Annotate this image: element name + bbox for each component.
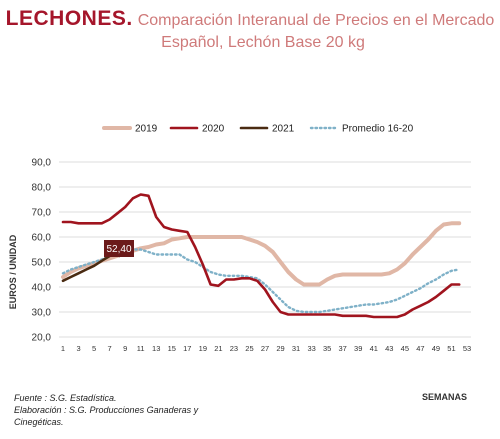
x-tick-label: 17 [183, 344, 191, 353]
x-tick-label: 1 [61, 344, 65, 353]
title-line-2: Español, Lechón Base 20 kg [161, 34, 365, 51]
legend-item-promedio-16-20: Promedio 16-20 [309, 124, 414, 135]
x-tick-label: 53 [463, 344, 471, 353]
legend-label: Promedio 16-20 [342, 124, 414, 135]
x-tick-label: 11 [137, 344, 145, 353]
callout-value: 52,40 [106, 244, 131, 255]
x-tick-label: 9 [123, 344, 127, 353]
gridlines [59, 161, 471, 338]
source-line-2: Elaboración : S.G. Producciones Ganadera… [14, 405, 199, 415]
callout-box [104, 240, 134, 257]
x-tick-label: 7 [108, 344, 112, 353]
source-note: Fuente : S.G. Estadística. Elaboración :… [14, 392, 198, 428]
x-tick-label: 23 [230, 344, 238, 353]
x-tick-label: 29 [276, 344, 284, 353]
x-tick-label: 25 [245, 344, 253, 353]
x-tick-label: 37 [339, 344, 347, 353]
legend: 2019 2020 2021 Promedio 16-20 [102, 124, 414, 135]
x-tick-label: 49 [432, 344, 440, 353]
y-tick-label: 40,0 [32, 283, 52, 294]
y-tick-label: 90,0 [32, 158, 52, 169]
x-tick-label: 31 [292, 344, 300, 353]
x-tick-label: 47 [416, 344, 424, 353]
x-tick-label: 27 [261, 344, 269, 353]
y-tick-label: 70,0 [32, 208, 52, 219]
x-tick-label: 43 [385, 344, 393, 353]
x-tick-label: 39 [354, 344, 362, 353]
x-tick-label: 41 [370, 344, 378, 353]
source-line-1: Fuente : S.G. Estadística. [14, 393, 117, 403]
x-tick-label: 51 [447, 344, 455, 353]
legend-label: 2021 [272, 124, 295, 135]
title-line-1: LECHONES. Comparación Interanual de Prec… [0, 8, 500, 32]
y-tick-label: 20,0 [32, 333, 52, 344]
title-main: LECHONES. [5, 7, 133, 30]
legend-item-2019: 2019 [102, 124, 158, 135]
x-axis-ticks: 1 3 5 7 9 11 13 15 17 19 21 23 25 27 29 31 33 35 37 39 41 43 4… [61, 344, 471, 353]
y-tick-label: 60,0 [32, 233, 52, 244]
x-tick-label: 21 [214, 344, 222, 353]
y-axis-label: EUROS / UNIDAD [8, 234, 18, 309]
y-tick-label: 30,0 [32, 308, 52, 319]
series-line-2020 [61, 193, 461, 319]
legend-label: 2019 [135, 124, 158, 135]
legend-label: 2020 [202, 124, 225, 135]
y-axis-ticks: 20,0 30,0 40,0 50,0 60,0 70,0 80,0 90,0 [32, 158, 52, 344]
callout: 52,40 [104, 240, 134, 258]
x-tick-label: 19 [199, 344, 207, 353]
x-tick-label: 13 [152, 344, 160, 353]
y-tick-label: 80,0 [32, 183, 52, 194]
x-tick-label: 3 [76, 344, 80, 353]
legend-item-2021: 2021 [239, 124, 295, 135]
series-line-2021 [61, 254, 111, 283]
x-tick-label: 33 [307, 344, 315, 353]
title-subtitle: Comparación Interanual de Precios en el … [137, 12, 495, 29]
x-tick-label: 35 [323, 344, 331, 353]
series-line-promedio-16-20 [61, 248, 461, 314]
x-tick-label: 5 [92, 344, 96, 353]
x-tick-label: 15 [168, 344, 176, 353]
y-tick-label: 50,0 [32, 258, 52, 269]
x-axis-label: SEMANAS [422, 392, 467, 402]
chart-title: LECHONES. Comparación Interanual de Prec… [0, 8, 500, 54]
source-line-3: Cinegéticas. [14, 417, 64, 427]
legend-item-2020: 2020 [169, 124, 225, 135]
x-tick-label: 45 [401, 344, 409, 353]
